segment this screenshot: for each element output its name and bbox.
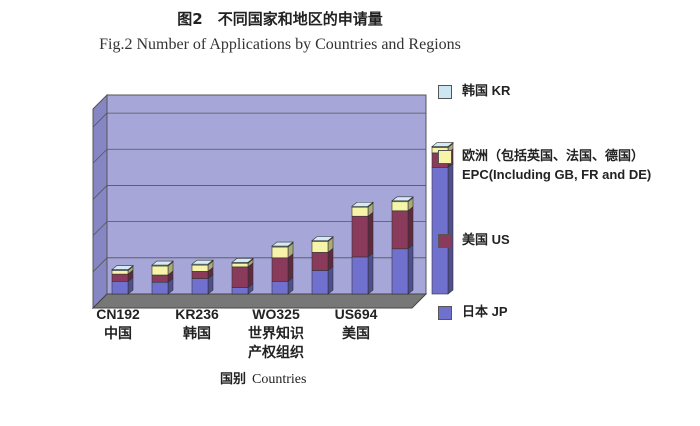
bar-segment-3-2 — [232, 263, 248, 267]
bar-segment-0-0 — [112, 281, 128, 294]
bar-side-7-1 — [408, 207, 413, 249]
category-code: KR236 — [157, 305, 237, 324]
legend-swatch — [438, 234, 452, 248]
bar-segment-6-2 — [352, 207, 368, 216]
bar-segment-0-1 — [112, 274, 128, 281]
bar-segment-2-2 — [192, 265, 208, 271]
legend-label: 韩国 KR — [462, 81, 510, 100]
legend-swatch — [438, 150, 452, 164]
category-name: 韩国 — [157, 324, 237, 343]
legend-label: 欧洲（包括英国、法国、德国）EPC(Including GB, FR and D… — [462, 146, 651, 184]
bar-segment-3-0 — [232, 288, 248, 294]
bar-side-4-1 — [288, 254, 293, 282]
category-name: 美国 — [316, 324, 396, 343]
legend-item-1: 欧洲（包括英国、法国、德国）EPC(Including GB, FR and D… — [438, 146, 651, 184]
bar-segment-4-2 — [272, 247, 288, 258]
category-code: WO325 — [236, 305, 316, 324]
bar-segment-2-1 — [192, 271, 208, 278]
bar-segment-7-0 — [392, 249, 408, 294]
legend-label: 日本 JP — [462, 302, 508, 321]
x-axis-title-en: Countries — [252, 372, 306, 387]
bar-segment-2-0 — [192, 279, 208, 294]
category-name: 产权组织 — [236, 343, 316, 362]
bar-segment-5-2 — [312, 242, 328, 253]
legend-label: 美国 US — [462, 230, 510, 249]
x-axis-title: 国别 Countries — [220, 368, 306, 388]
bar-segment-1-2 — [152, 266, 168, 275]
bar-segment-0-2 — [112, 270, 128, 274]
legend-swatch — [438, 306, 452, 320]
bar-segment-7-2 — [392, 202, 408, 211]
category-name: 世界知识 — [236, 324, 316, 343]
bar-side-6-1 — [368, 212, 373, 257]
bar-side-6-0 — [368, 253, 373, 294]
bar-segment-1-1 — [152, 275, 168, 282]
legend-item-3: 日本 JP — [438, 302, 508, 321]
bar-segment-6-0 — [352, 257, 368, 294]
category-label-2: WO325世界知识产权组织 — [236, 305, 316, 362]
bar-segment-5-0 — [312, 270, 328, 294]
bar-segment-3-1 — [232, 267, 248, 288]
category-name: 中国 — [78, 324, 158, 343]
legend-swatch — [438, 85, 452, 99]
legend-item-0: 韩国 KR — [438, 81, 510, 100]
bar-side-5-0 — [328, 266, 333, 294]
chart-side-wall — [93, 95, 107, 308]
x-axis-title-cn: 国别 — [220, 372, 246, 387]
bar-segment-4-0 — [272, 281, 288, 294]
bar-segment-6-1 — [352, 216, 368, 257]
category-label-1: KR236韩国 — [157, 305, 237, 343]
bar-segment-4-1 — [272, 258, 288, 282]
bar-side-7-0 — [408, 245, 413, 294]
category-code: CN192 — [78, 305, 158, 324]
category-label-0: CN192中国 — [78, 305, 158, 343]
bar-segment-5-1 — [312, 252, 328, 270]
bar-segment-7-1 — [392, 211, 408, 249]
category-code: US694 — [316, 305, 396, 324]
legend-item-2: 美国 US — [438, 230, 510, 249]
bar-segment-1-0 — [152, 282, 168, 294]
category-label-3: US694美国 — [316, 305, 396, 343]
